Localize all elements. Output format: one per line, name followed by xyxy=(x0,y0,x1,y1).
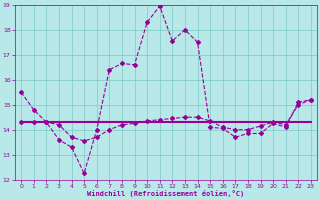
X-axis label: Windchill (Refroidissement éolien,°C): Windchill (Refroidissement éolien,°C) xyxy=(87,190,245,197)
